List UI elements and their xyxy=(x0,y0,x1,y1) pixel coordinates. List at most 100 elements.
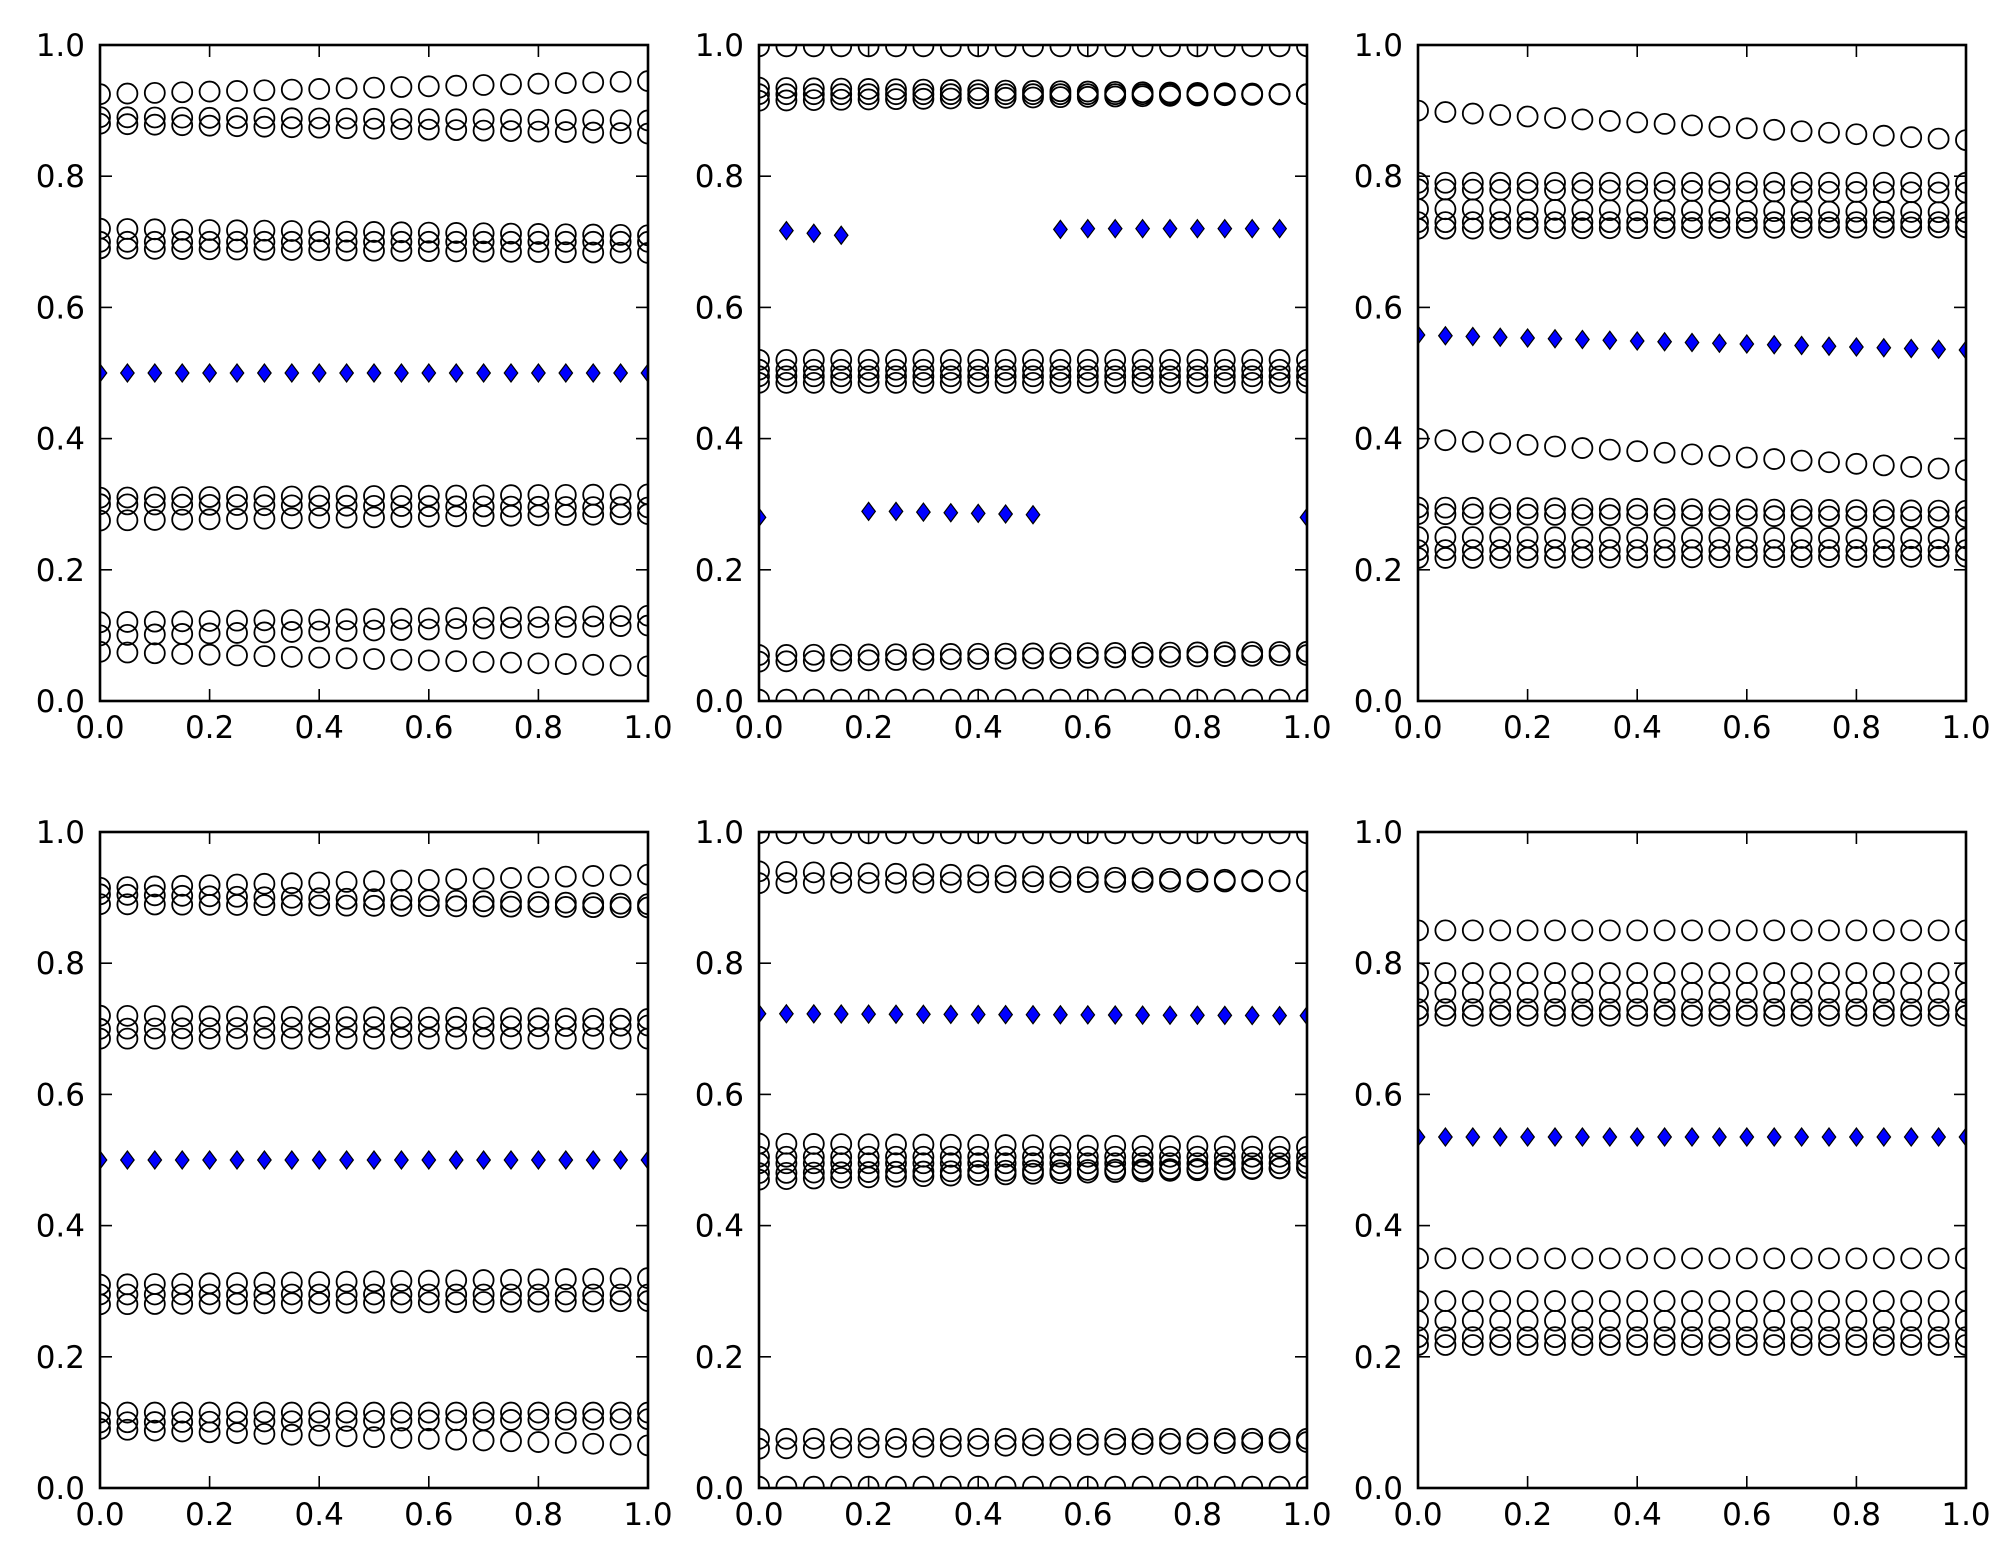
data-point-circle xyxy=(1434,101,1457,123)
data-point-circle xyxy=(1296,365,1307,388)
data-point-circle xyxy=(363,1283,385,1306)
data-point-circle xyxy=(759,348,770,371)
data-point-circle xyxy=(994,365,1017,388)
data-point-circle xyxy=(1735,216,1758,239)
data-point-circle xyxy=(1022,832,1044,845)
data-point-circle xyxy=(554,1290,577,1313)
data-point-circle xyxy=(885,832,907,845)
data-point-circle xyxy=(802,832,825,845)
data-point-diamond xyxy=(147,363,163,383)
data-point-diamond xyxy=(558,363,574,383)
data-point-circle xyxy=(759,1475,770,1488)
data-point-circle xyxy=(1872,454,1895,477)
data-point-diamond xyxy=(1492,327,1508,348)
data-point-circle xyxy=(1022,358,1044,381)
data-point-diamond xyxy=(1520,327,1536,348)
data-point-circle xyxy=(1461,998,1484,1021)
data-point-circle xyxy=(759,1145,770,1168)
data-point-circle xyxy=(1131,646,1154,668)
data-point-circle xyxy=(308,78,331,100)
data-point-circle xyxy=(417,618,440,641)
y-tick-label: 0.2 xyxy=(36,553,85,589)
data-point-circle xyxy=(1131,1134,1154,1157)
data-point-circle xyxy=(1598,1309,1621,1332)
data-point-circle xyxy=(1872,171,1895,194)
data-point-circle xyxy=(1022,1427,1044,1450)
data-point-circle xyxy=(1296,1431,1307,1453)
data-point-diamond xyxy=(998,504,1014,525)
data-point-circle xyxy=(472,1015,495,1038)
data-point-diamond xyxy=(311,1150,327,1170)
data-point-circle xyxy=(308,507,331,529)
data-point-circle xyxy=(308,220,331,243)
data-point-diamond xyxy=(174,363,190,383)
data-point-circle xyxy=(1434,217,1457,240)
data-point-circle xyxy=(939,871,962,894)
data-point-circle xyxy=(100,1004,111,1027)
data-point-circle xyxy=(1131,1427,1154,1450)
data-point-circle xyxy=(857,348,880,371)
data-point-circle xyxy=(582,865,605,887)
data-point-diamond xyxy=(1931,339,1947,360)
plot-frame xyxy=(1416,830,1968,1490)
data-point-circle xyxy=(1653,1004,1676,1027)
data-point-circle xyxy=(1544,107,1566,129)
data-point-diamond xyxy=(393,1150,409,1170)
data-point-circle xyxy=(1489,198,1512,221)
x-tick-label: 0.4 xyxy=(1613,1497,1662,1533)
data-point-circle xyxy=(1544,497,1566,520)
data-point-circle xyxy=(335,1027,358,1050)
data-point-circle xyxy=(1653,539,1676,562)
data-point-circle xyxy=(390,1409,413,1432)
data-point-diamond xyxy=(915,502,931,523)
data-point-circle xyxy=(500,495,522,518)
data-point-circle xyxy=(1790,498,1813,521)
data-point-circle xyxy=(363,1409,385,1432)
data-point-circle xyxy=(994,864,1017,887)
data-point-circle xyxy=(582,605,605,628)
data-point-circle xyxy=(830,348,853,371)
data-point-circle xyxy=(1927,1309,1950,1332)
data-point-circle xyxy=(100,640,111,663)
data-point-circle xyxy=(1955,1309,1966,1332)
data-point-circle xyxy=(582,230,605,253)
data-point-circle xyxy=(759,1152,770,1175)
data-point-circle xyxy=(1790,211,1813,234)
data-point-circle xyxy=(1516,998,1539,1021)
data-point-circle xyxy=(1900,201,1923,223)
data-point-circle xyxy=(1268,348,1291,371)
data-point-circle xyxy=(1049,647,1072,669)
data-point-circle xyxy=(759,358,770,381)
data-point-circle xyxy=(1434,429,1457,452)
data-point-diamond xyxy=(1848,337,1864,358)
data-point-circle xyxy=(885,365,907,388)
data-point-circle xyxy=(472,222,495,245)
data-point-circle xyxy=(759,872,770,895)
data-point-circle xyxy=(1461,1004,1484,1027)
data-point-circle xyxy=(1571,981,1594,1004)
data-point-diamond xyxy=(1876,1127,1892,1148)
data-point-circle xyxy=(527,495,550,518)
data-point-circle xyxy=(390,495,413,517)
data-point-circle xyxy=(1872,124,1895,147)
data-point-circle xyxy=(527,241,550,263)
data-point-circle xyxy=(1955,201,1966,224)
data-point-diamond xyxy=(1602,330,1618,351)
data-point-circle xyxy=(1626,539,1649,562)
data-point-circle xyxy=(1418,919,1429,942)
data-point-circle xyxy=(554,72,577,94)
data-point-circle xyxy=(802,1475,825,1488)
data-point-circle xyxy=(1763,919,1786,942)
y-tick-label: 0.6 xyxy=(695,290,744,326)
data-point-circle xyxy=(1626,1334,1649,1356)
data-point-circle xyxy=(1598,1326,1621,1349)
data-point-circle xyxy=(802,643,825,666)
data-point-circle xyxy=(912,1435,935,1458)
x-tick-label: 0.6 xyxy=(1722,710,1771,746)
data-point-circle xyxy=(171,493,194,516)
data-point-circle xyxy=(609,496,632,519)
data-point-circle xyxy=(253,219,276,242)
data-point-circle xyxy=(363,1270,385,1293)
data-point-circle xyxy=(116,611,139,633)
data-point-circle xyxy=(912,348,935,371)
